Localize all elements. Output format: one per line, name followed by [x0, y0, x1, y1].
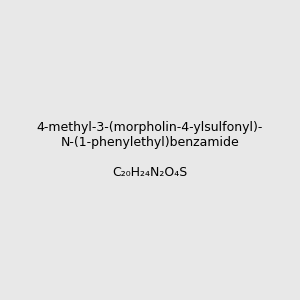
Text: 4-methyl-3-(morpholin-4-ylsulfonyl)-
N-(1-phenylethyl)benzamide

C₂₀H₂₄N₂O₄S: 4-methyl-3-(morpholin-4-ylsulfonyl)- N-(…	[37, 121, 263, 179]
